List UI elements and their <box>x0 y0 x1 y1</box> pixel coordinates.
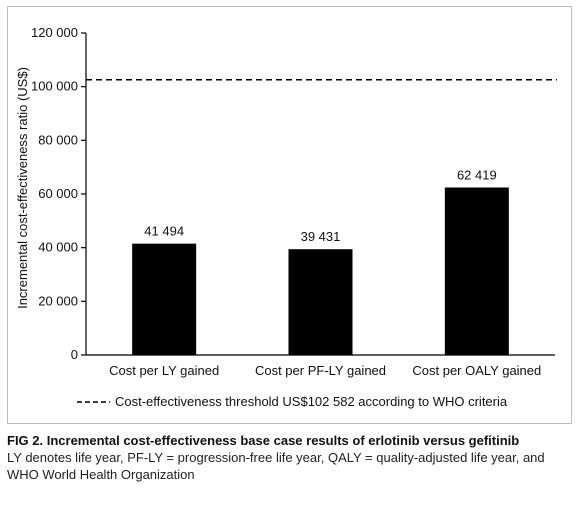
bars: 41 494 39 431 62 419 <box>132 168 509 355</box>
bar <box>288 249 353 355</box>
y-axis: 0 20 000 40 000 60 000 80 000 100 000 120 000 <box>31 25 87 362</box>
caption-title: FIG 2. Incremental cost-effectiveness ba… <box>7 433 520 448</box>
legend: Cost-effectiveness threshold US$102 582 … <box>77 394 508 409</box>
x-tick-label: Cost per PF-LY gained <box>255 363 386 378</box>
bar-value-label: 62 419 <box>457 168 497 183</box>
legend-label: Cost-effectiveness threshold US$102 582 … <box>115 394 508 409</box>
bar <box>444 187 509 355</box>
bar <box>132 243 197 355</box>
y-tick-label: 60 000 <box>38 186 78 201</box>
bar-value-label: 39 431 <box>301 229 341 244</box>
y-tick-label: 40 000 <box>38 240 78 255</box>
y-tick-label: 0 <box>71 347 78 362</box>
figure-caption: FIG 2. Incremental cost-effectiveness ba… <box>7 432 579 483</box>
caption-notes: LY denotes life year, PF-LY = progressio… <box>7 450 545 482</box>
x-axis: Cost per LY gained Cost per PF-LY gained C… <box>86 354 555 378</box>
bar-chart: Incremental cost-effectiveness ratio (US… <box>15 25 557 409</box>
y-axis-label: Incremental cost-effectiveness ratio (US… <box>15 67 30 309</box>
y-tick-label: 80 000 <box>38 132 78 147</box>
x-tick-label: Cost per LY gained <box>109 363 219 378</box>
x-tick-label: Cost per OALY gained <box>412 363 541 378</box>
y-tick-label: 20 000 <box>38 293 78 308</box>
bar-value-label: 41 494 <box>144 224 184 239</box>
y-tick-label: 120 000 <box>31 25 78 40</box>
y-tick-label: 100 000 <box>31 79 78 94</box>
